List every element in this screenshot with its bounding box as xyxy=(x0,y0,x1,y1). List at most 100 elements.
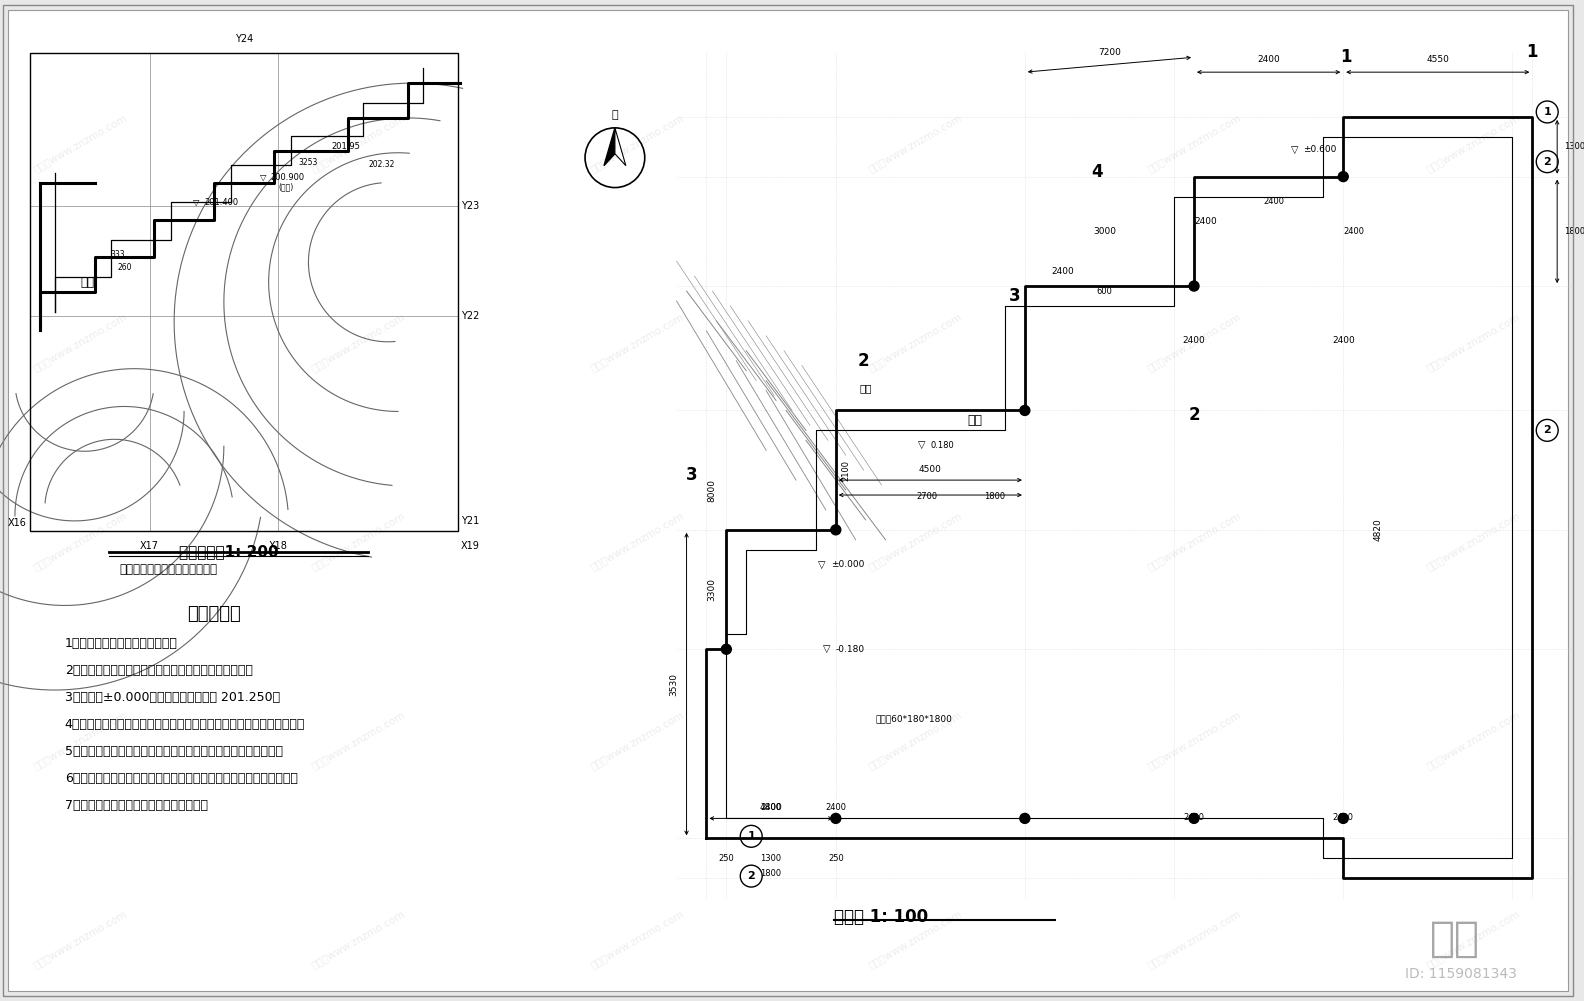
Text: 4820: 4820 xyxy=(1373,519,1383,542)
Text: ▽: ▽ xyxy=(260,172,266,181)
Text: ▽: ▽ xyxy=(917,440,925,450)
Text: 知末网www.znzmo.com: 知末网www.znzmo.com xyxy=(32,510,128,572)
Text: 3、本设计±0.000标高相当于绝对标高 201.250。: 3、本设计±0.000标高相当于绝对标高 201.250。 xyxy=(65,691,280,704)
Text: 知末网www.znzmo.com: 知末网www.znzmo.com xyxy=(588,311,686,372)
Text: 2400: 2400 xyxy=(1052,266,1074,275)
Text: 知末网www.znzmo.com: 知末网www.znzmo.com xyxy=(1424,510,1521,572)
Text: 知末网www.znzmo.com: 知末网www.znzmo.com xyxy=(588,709,686,771)
Text: 知末网www.znzmo.com: 知末网www.znzmo.com xyxy=(1145,709,1242,771)
Text: 200.900: 200.900 xyxy=(271,172,304,181)
Text: 2400: 2400 xyxy=(1332,336,1354,345)
Text: 知末网www.znzmo.com: 知末网www.znzmo.com xyxy=(32,908,128,970)
Text: 1: 1 xyxy=(1543,107,1551,117)
Text: 0.180: 0.180 xyxy=(930,440,954,449)
Circle shape xyxy=(832,814,841,824)
Text: 3: 3 xyxy=(686,466,697,484)
Text: Y21: Y21 xyxy=(461,516,478,526)
Text: 1: 1 xyxy=(1527,43,1538,61)
Text: 知末网www.znzmo.com: 知末网www.znzmo.com xyxy=(310,510,407,572)
Text: 2400: 2400 xyxy=(1258,55,1280,64)
Text: 260: 260 xyxy=(117,262,131,271)
Text: 2400: 2400 xyxy=(1183,814,1204,823)
Circle shape xyxy=(1020,405,1030,415)
Text: 7200: 7200 xyxy=(1098,48,1121,57)
Text: 250: 250 xyxy=(719,854,735,863)
Text: 1: 1 xyxy=(1340,48,1353,66)
Text: 1、工程名称：公园木桥施工图。: 1、工程名称：公园木桥施工图。 xyxy=(65,638,177,651)
Text: Y24: Y24 xyxy=(234,34,253,44)
Text: 知末网www.znzmo.com: 知末网www.znzmo.com xyxy=(310,311,407,372)
Text: (水面): (水面) xyxy=(279,182,295,191)
Circle shape xyxy=(1020,814,1030,824)
Text: 4500: 4500 xyxy=(919,465,942,474)
Text: 2400: 2400 xyxy=(1262,197,1285,206)
Text: 6、毛石基础落在原土层上，如遇涨胀土、回填土时，地基另性处理。: 6、毛石基础落在原土层上，如遇涨胀土、回填土时，地基另性处理。 xyxy=(65,772,298,785)
Bar xyxy=(30,53,458,531)
Text: 1300: 1300 xyxy=(1563,142,1584,151)
Text: X19: X19 xyxy=(461,541,480,551)
Text: 250: 250 xyxy=(828,854,844,863)
Text: 知末网www.znzmo.com: 知末网www.znzmo.com xyxy=(1424,709,1521,771)
Text: 8000: 8000 xyxy=(708,478,716,502)
Text: 知末网www.znzmo.com: 知末网www.znzmo.com xyxy=(1145,908,1242,970)
Text: 202.32: 202.32 xyxy=(367,160,394,169)
Text: 水面: 水面 xyxy=(968,413,982,426)
Text: 知末网www.znzmo.com: 知末网www.znzmo.com xyxy=(1145,311,1242,372)
Text: 2: 2 xyxy=(1543,425,1551,435)
Polygon shape xyxy=(604,128,615,166)
Circle shape xyxy=(721,645,732,655)
Text: 平面定位图1: 200: 平面定位图1: 200 xyxy=(179,544,279,559)
Text: 知末: 知末 xyxy=(1430,918,1479,960)
Text: 2、本设计标高以米为单位，其余尺寸均以毫米为单位。: 2、本设计标高以米为单位，其余尺寸均以毫米为单位。 xyxy=(65,665,252,678)
Text: 2400: 2400 xyxy=(1332,814,1354,823)
Circle shape xyxy=(1190,281,1199,291)
Text: ▽: ▽ xyxy=(193,198,200,207)
Text: 2400: 2400 xyxy=(1194,217,1217,226)
Text: 木桥: 木桥 xyxy=(81,275,95,288)
Text: 2400: 2400 xyxy=(1183,336,1205,345)
Text: X17: X17 xyxy=(139,541,158,551)
Text: 知末网www.znzmo.com: 知末网www.znzmo.com xyxy=(588,908,686,970)
Text: Y22: Y22 xyxy=(461,311,478,321)
Text: 2: 2 xyxy=(1543,157,1551,167)
Polygon shape xyxy=(615,128,626,166)
Text: 4550: 4550 xyxy=(1426,55,1449,64)
Text: 1800: 1800 xyxy=(984,492,1006,502)
Text: 知末网www.znzmo.com: 知末网www.znzmo.com xyxy=(1424,311,1521,372)
Text: 4: 4 xyxy=(1091,162,1104,180)
Text: 3300: 3300 xyxy=(708,578,716,601)
Text: 设计说明：: 设计说明： xyxy=(187,606,241,624)
Text: 1300: 1300 xyxy=(760,854,781,863)
Circle shape xyxy=(1338,171,1348,181)
Text: 知末网www.znzmo.com: 知末网www.znzmo.com xyxy=(1424,112,1521,174)
Text: ID: 1159081343: ID: 1159081343 xyxy=(1405,967,1516,981)
Text: 7、图中未尽事宜均按有关规范严格执行。: 7、图中未尽事宜均按有关规范严格执行。 xyxy=(65,799,208,812)
Text: 2: 2 xyxy=(859,351,870,369)
Text: 北: 北 xyxy=(611,110,618,120)
Circle shape xyxy=(1190,814,1199,824)
Text: 知末网www.znzmo.com: 知末网www.znzmo.com xyxy=(588,112,686,174)
Text: 333: 333 xyxy=(111,249,125,258)
Text: 知末网www.znzmo.com: 知末网www.znzmo.com xyxy=(32,112,128,174)
Text: Y23: Y23 xyxy=(461,201,478,211)
Text: ▽: ▽ xyxy=(1291,145,1299,155)
Text: 1800: 1800 xyxy=(1563,227,1584,236)
Text: 知末网www.znzmo.com: 知末网www.znzmo.com xyxy=(310,112,407,174)
Text: 1: 1 xyxy=(748,831,756,841)
Text: 3530: 3530 xyxy=(670,673,678,696)
Text: X16: X16 xyxy=(8,518,27,528)
Text: 2400: 2400 xyxy=(760,804,781,813)
Text: 知末网www.znzmo.com: 知末网www.znzmo.com xyxy=(866,510,965,572)
Text: 4800: 4800 xyxy=(760,804,782,813)
Text: 注：图中坐标点为总图坐标点。: 注：图中坐标点为总图坐标点。 xyxy=(119,563,217,576)
Text: 知末网www.znzmo.com: 知末网www.znzmo.com xyxy=(866,908,965,970)
Text: 知末网www.znzmo.com: 知末网www.znzmo.com xyxy=(866,311,965,372)
Text: 知末网www.znzmo.com: 知末网www.znzmo.com xyxy=(310,709,407,771)
Text: ▽: ▽ xyxy=(819,560,825,570)
Text: 知末网www.znzmo.com: 知末网www.znzmo.com xyxy=(866,112,965,174)
Text: 栏杆: 栏杆 xyxy=(860,383,871,393)
Text: ±0.000: ±0.000 xyxy=(832,561,865,570)
Text: 2400: 2400 xyxy=(1343,227,1364,236)
Text: X18: X18 xyxy=(269,541,287,551)
Text: 201.400: 201.400 xyxy=(204,198,238,207)
